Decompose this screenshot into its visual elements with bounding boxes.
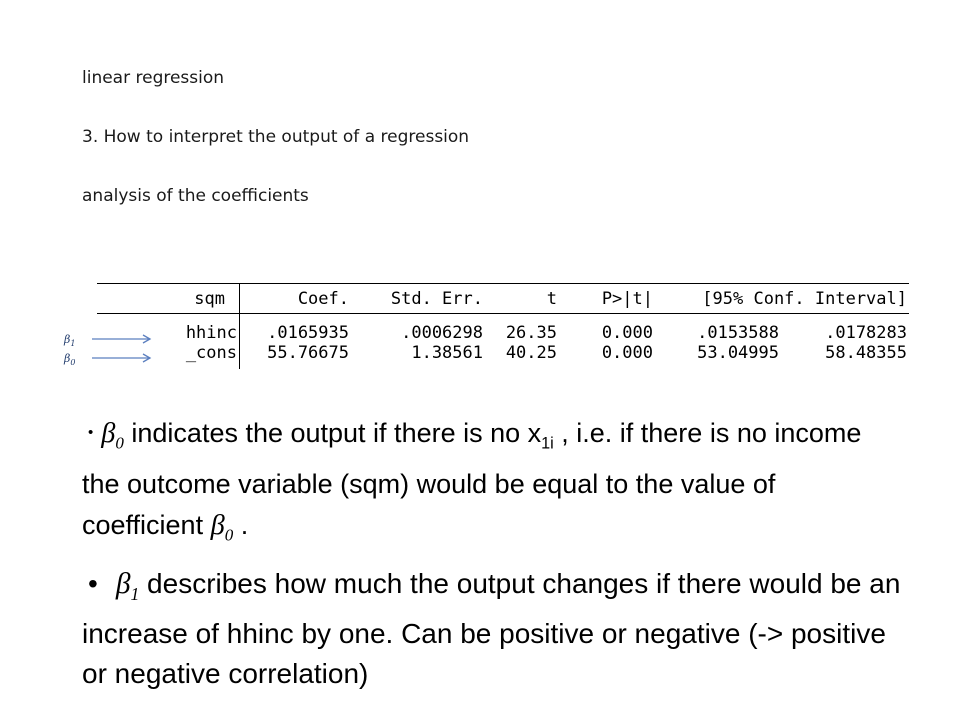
bullet-dot-icon: •: [88, 424, 94, 441]
table-row-name: hhinc: [185, 323, 237, 343]
regression-output-table: sqm Coef. Std. Err. t P>|t| [95% Conf. I…: [97, 283, 909, 371]
annotation-arrows: [92, 334, 152, 363]
bullet-dot-icon: •: [88, 568, 98, 599]
col-header-stderr: Std. Err.: [390, 289, 483, 309]
table-cell-ci-low: 53.04995: [697, 343, 779, 363]
col-header-conf-interval: [95% Conf. Interval]: [702, 289, 907, 309]
table-cell-p: 0.000: [601, 323, 653, 343]
bullet-text: , i.e. if there is no income the outcome…: [82, 418, 862, 541]
beta0-symbol: β0: [210, 510, 234, 546]
x-subscript: 1i: [541, 434, 554, 453]
table-header-rule: [97, 313, 909, 314]
table-cell-t: 26.35: [505, 323, 557, 343]
beta0-annotation: β0: [64, 352, 76, 368]
table-cell-coef: 55.76675: [267, 343, 349, 363]
beta1-annotation: β1: [64, 333, 76, 349]
col-header-depvar: sqm: [194, 289, 225, 309]
bullet-text: indicates the output if there is no x: [123, 418, 542, 448]
slide-title: linear regression: [82, 68, 225, 88]
slide-section-heading: analysis of the coefficients: [82, 186, 309, 206]
table-cell-stderr: 1.38561: [411, 343, 483, 363]
bullet-text: .: [233, 510, 249, 541]
table-vertical-rule: [239, 283, 240, 369]
beta0-symbol: β0: [101, 418, 124, 453]
col-header-p: P>|t|: [601, 289, 653, 309]
beta1-arrowhead-icon: [142, 334, 152, 344]
slide-subtitle: 3. How to interpret the output of a regr…: [82, 127, 470, 147]
table-cell-ci-high: 58.48355: [825, 343, 907, 363]
bullet-text: describes how much the output changes if…: [82, 568, 901, 689]
table-row-name: _cons: [185, 343, 237, 363]
table-top-rule: [97, 283, 909, 284]
table-cell-stderr: .0006298: [401, 323, 483, 343]
table-cell-p: 0.000: [601, 343, 653, 363]
table-cell-coef: .0165935: [267, 323, 349, 343]
bullet-beta1: • β1 describes how much the output change…: [82, 564, 902, 694]
table-cell-ci-low: .0153588: [697, 323, 779, 343]
beta0-arrowhead-icon: [142, 353, 152, 363]
col-header-coef: Coef.: [297, 289, 349, 309]
table-cell-t: 40.25: [505, 343, 557, 363]
beta1-symbol: β1: [115, 568, 140, 604]
bullet-beta0: • β0 indicates the output if there is no …: [82, 412, 902, 556]
table-cell-ci-high: .0178283: [825, 323, 907, 343]
col-header-t: t: [546, 289, 557, 309]
